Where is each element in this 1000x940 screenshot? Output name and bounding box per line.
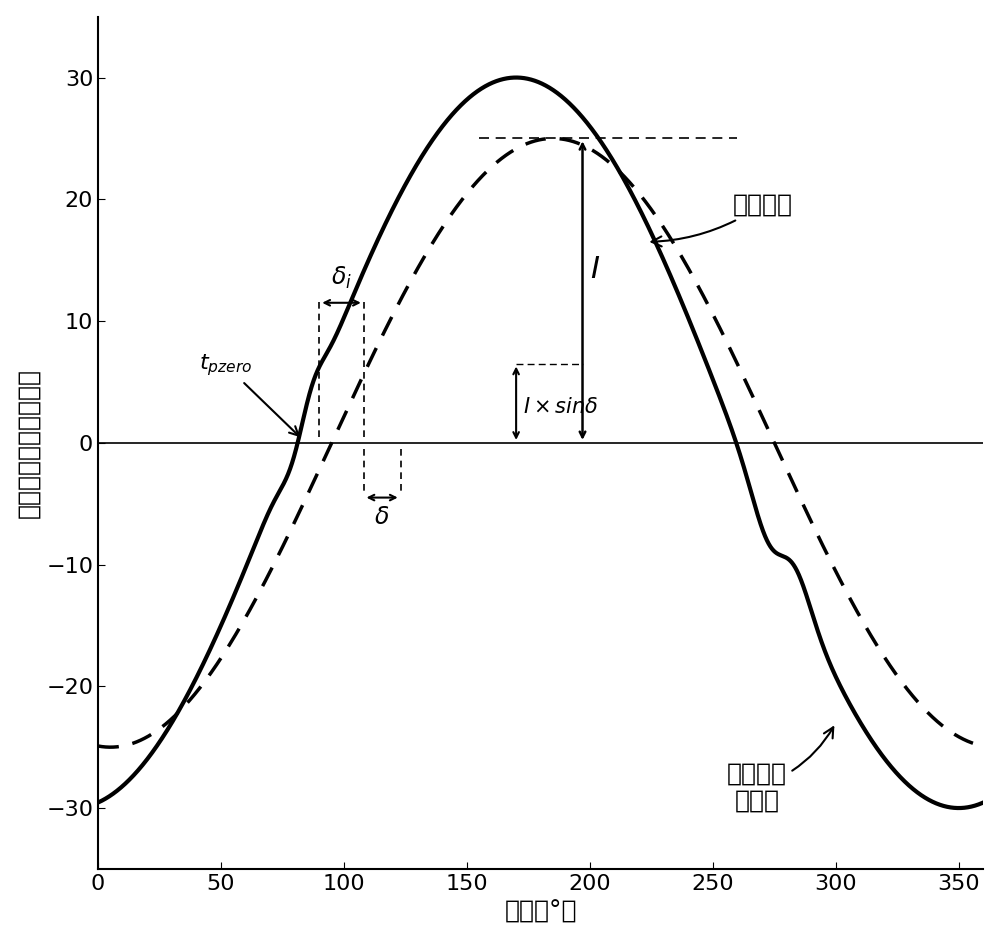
- Text: 基波分量: 基波分量: [652, 193, 793, 246]
- Text: $I\times sin\delta$: $I\times sin\delta$: [523, 397, 599, 417]
- Text: 滤波后零
序电流: 滤波后零 序电流: [727, 728, 833, 813]
- Text: $t_{pzero}$: $t_{pzero}$: [199, 352, 299, 435]
- X-axis label: 角度（°）: 角度（°）: [504, 900, 577, 923]
- Text: $I$: $I$: [590, 256, 600, 285]
- Y-axis label: 零序电流幅値（安厘）: 零序电流幅値（安厘）: [17, 368, 41, 518]
- Text: $\delta_i$: $\delta_i$: [331, 264, 352, 290]
- Text: $\delta$: $\delta$: [374, 506, 390, 529]
